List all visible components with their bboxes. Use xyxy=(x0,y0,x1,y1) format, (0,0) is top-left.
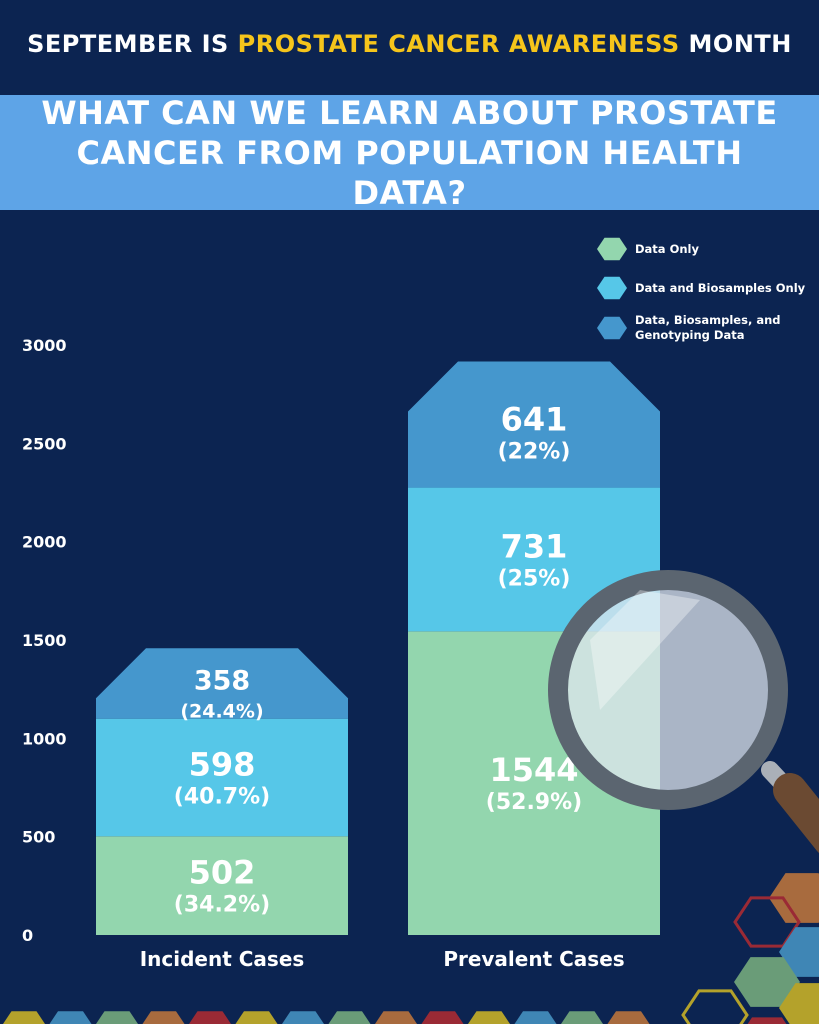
legend-label: Data, Biosamples, and Genotyping Data xyxy=(635,313,781,342)
magnifier-handle-icon xyxy=(773,773,819,853)
bar-value-label: 598 xyxy=(189,745,256,783)
decor-hexagon-icon xyxy=(734,957,800,1007)
bar-percent-label: (22%) xyxy=(498,440,571,465)
legend-swatch-icon xyxy=(597,237,627,261)
legend-label: Data Only xyxy=(635,242,699,256)
decor-hexagon-icon xyxy=(281,1011,325,1024)
decor-hexagon-icon xyxy=(421,1011,464,1024)
bar-value-label: 358 xyxy=(194,665,250,696)
page-title: WHAT CAN WE LEARN ABOUT PROSTATE CANCER … xyxy=(41,93,778,212)
title-band: WHAT CAN WE LEARN ABOUT PROSTATE CANCER … xyxy=(0,93,819,212)
decor-hexagon-icon xyxy=(2,1011,46,1024)
decor-hexagon-icon xyxy=(374,1011,418,1024)
bar-value-label: 502 xyxy=(189,854,256,892)
bar-percent-label: (52.9%) xyxy=(486,790,582,815)
header-prefix: SEPTEMBER IS xyxy=(27,30,238,58)
decor-hexagon-icon xyxy=(560,1011,604,1024)
y-tick-label: 2500 xyxy=(22,434,67,453)
decor-hexagon-icon xyxy=(769,873,819,923)
header-suffix: MONTH xyxy=(679,30,792,58)
decor-hexagon-icon xyxy=(95,1011,139,1024)
bar-percent-label: (34.2%) xyxy=(174,893,270,918)
bar-segment xyxy=(96,648,348,719)
y-tick-label: 500 xyxy=(22,828,55,847)
header-banner: SEPTEMBER IS PROSTATE CANCER AWARENESS M… xyxy=(0,30,819,58)
x-category-label: Prevalent Cases xyxy=(443,947,624,971)
decor-hexagon-icon xyxy=(142,1011,185,1024)
magnifier-glare-icon xyxy=(590,590,700,710)
magnifying-glass-icon xyxy=(548,570,788,810)
bar-percent-label: (25%) xyxy=(498,566,571,591)
legend-swatch-icon xyxy=(597,316,627,340)
decor-hexagon-icon xyxy=(49,1011,92,1024)
legend-swatch-icon xyxy=(597,276,627,300)
bar-value-label: 641 xyxy=(501,401,568,439)
decor-hexagon-icon xyxy=(681,989,749,1024)
bar-segment xyxy=(96,836,348,935)
legend-label: Data and Biosamples Only xyxy=(635,281,806,295)
decor-hexagon-icon xyxy=(607,1011,650,1024)
bar-value-label: 731 xyxy=(501,527,568,565)
bar-percent-label: (40.7%) xyxy=(174,784,270,809)
x-category-label: Incident Cases xyxy=(140,947,305,971)
bar-percent-label: (24.4%) xyxy=(180,700,263,722)
y-tick-label: 3000 xyxy=(22,336,67,355)
decor-hexagon-icon xyxy=(235,1011,278,1024)
bar-segment xyxy=(408,361,660,488)
decor-hexagon-icon xyxy=(779,927,819,977)
bar-segment xyxy=(96,718,348,837)
decor-hexagon-icon xyxy=(467,1011,511,1024)
decor-hexagon-icon xyxy=(188,1011,232,1024)
header-highlight: PROSTATE CANCER AWARENESS xyxy=(237,30,680,58)
decor-hexagon-icon xyxy=(328,1011,371,1024)
y-tick-label: 2000 xyxy=(22,533,67,552)
y-tick-label: 0 xyxy=(22,926,33,945)
y-tick-label: 1500 xyxy=(22,631,67,650)
decor-hexagon-icon xyxy=(779,983,819,1024)
y-tick-label: 1000 xyxy=(22,729,67,748)
decor-hexagon-icon xyxy=(514,1011,557,1024)
bar-value-label: 1544 xyxy=(489,751,578,789)
decor-hexagon-icon xyxy=(747,1017,787,1024)
